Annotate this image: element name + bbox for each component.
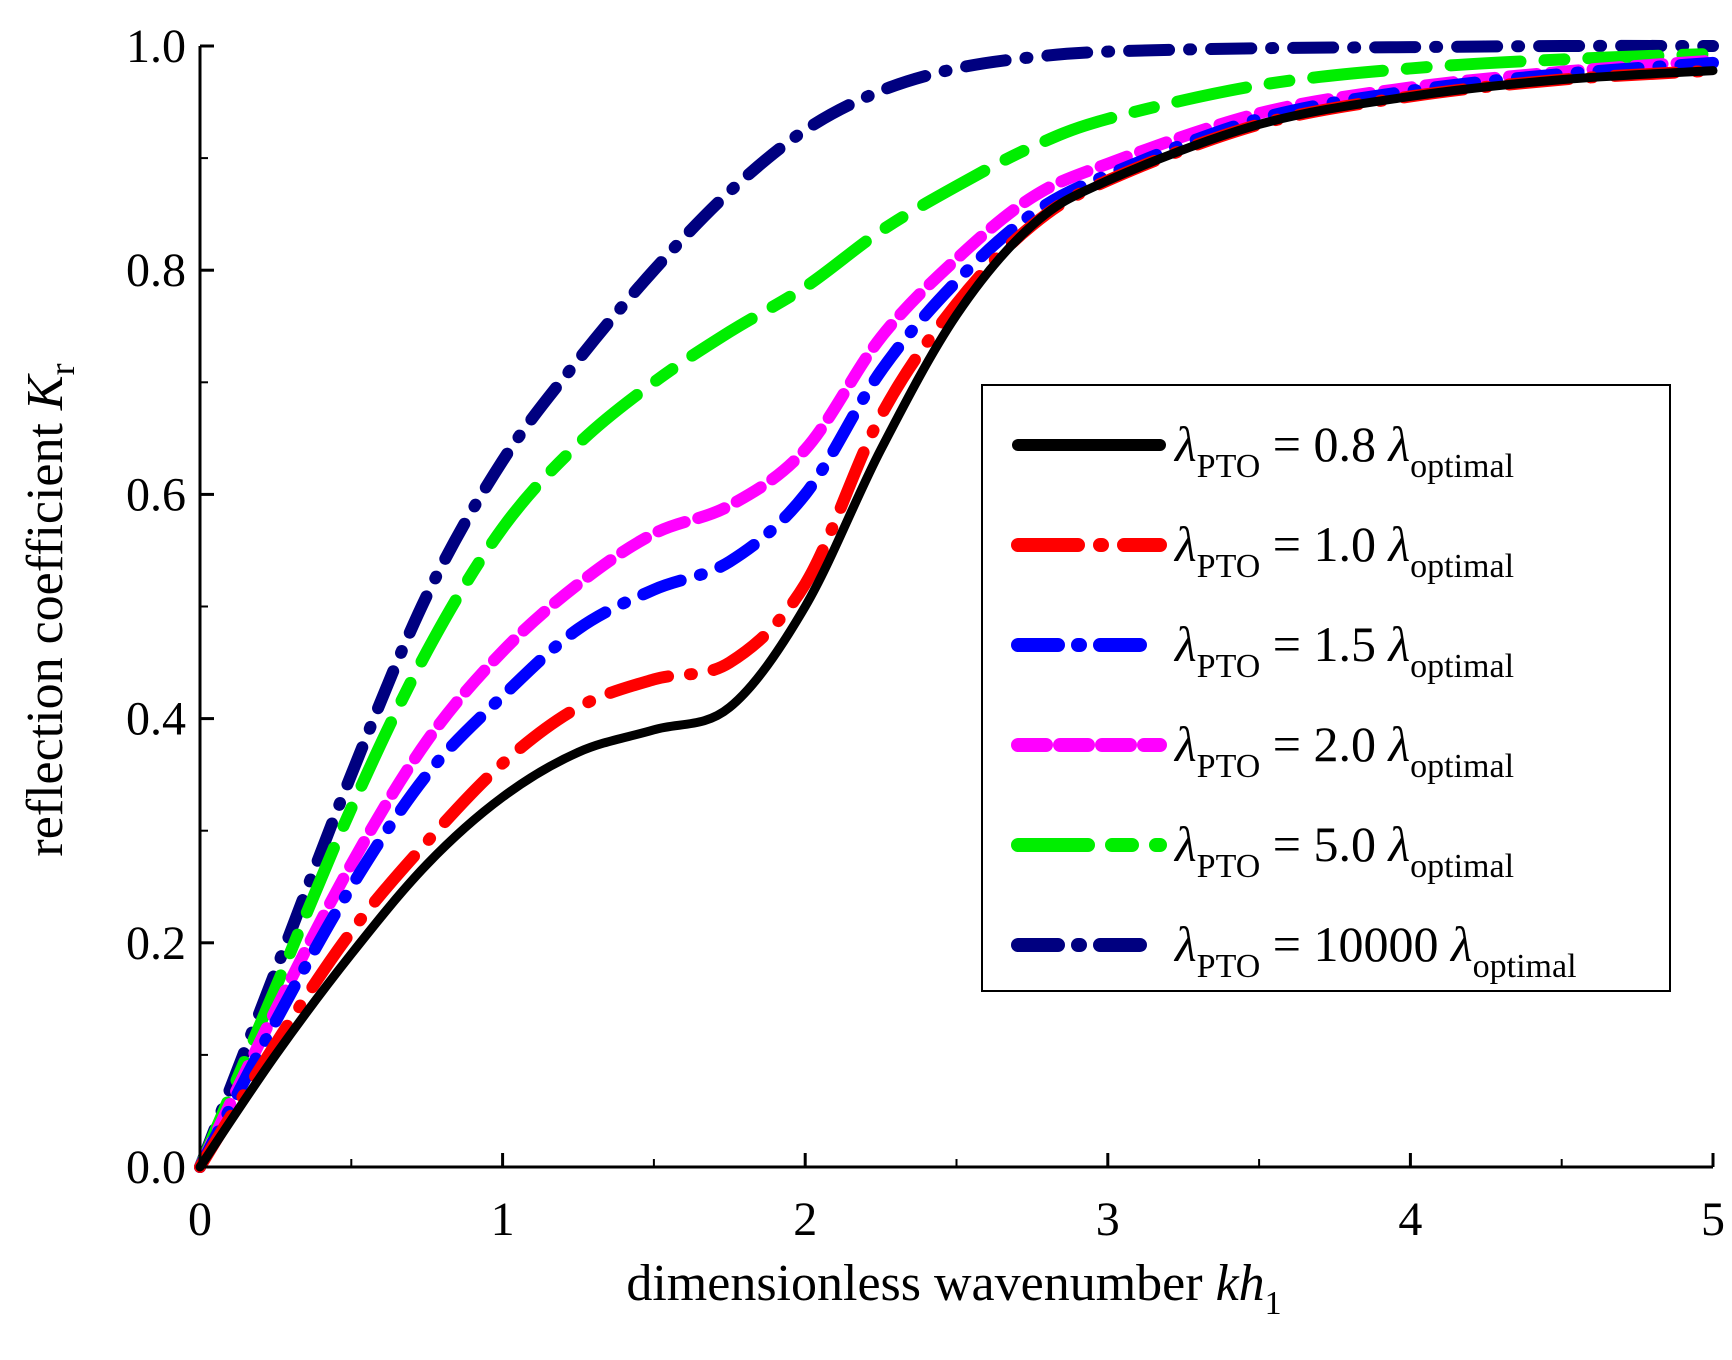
legend-box — [981, 384, 1671, 992]
y-tick-label: 0.8 — [126, 244, 186, 297]
y-tick-label: 1.0 — [126, 20, 186, 73]
x-tick-label: 4 — [1398, 1193, 1422, 1246]
series-line-4 — [194, 54, 1719, 1173]
y-tick-label: 0.0 — [126, 1141, 186, 1194]
x-tick-label: 5 — [1701, 1193, 1725, 1246]
x-axis-title: dimensionless wavenumber kh1 — [626, 1255, 1281, 1322]
y-tick-label: 0.4 — [126, 693, 186, 746]
series-line-3 — [194, 56, 1719, 1173]
x-tick-label: 2 — [793, 1193, 817, 1246]
legend-label-2: λPTO = 1.0 λoptimal — [1173, 516, 1514, 585]
x-tick-label: 3 — [1096, 1193, 1120, 1246]
legend-label-6: λPTO = 10000 λoptimal — [1173, 916, 1577, 985]
legend-label-3: λPTO = 1.5 λoptimal — [1173, 616, 1514, 685]
ticks-layer: 0 1 2 3 4 5 0.0 0.2 0.4 0.6 0.8 1.0 — [126, 20, 1725, 1246]
legend-label-5: λPTO = 5.0 λoptimal — [1173, 816, 1514, 885]
legend-label-1: λPTO = 0.8 λoptimal — [1173, 416, 1514, 485]
y-tick-label: 0.2 — [126, 917, 186, 970]
legend: λPTO = 0.8 λoptimal λPTO = 1.0 λoptimal λP… — [981, 384, 1671, 992]
series-line-5 — [194, 47, 1719, 1173]
series-layer — [194, 39, 1719, 1173]
series-line-1 — [195, 66, 1718, 1172]
y-tick-label: 0.6 — [126, 468, 186, 521]
x-tick-label: 1 — [491, 1193, 515, 1246]
series-line-6 — [194, 39, 1719, 1173]
legend-label-4: λPTO = 2.0 λoptimal — [1173, 716, 1514, 785]
x-tick-label: 0 — [188, 1193, 212, 1246]
y-axis-title: reflection coefficient Kr — [17, 363, 82, 856]
